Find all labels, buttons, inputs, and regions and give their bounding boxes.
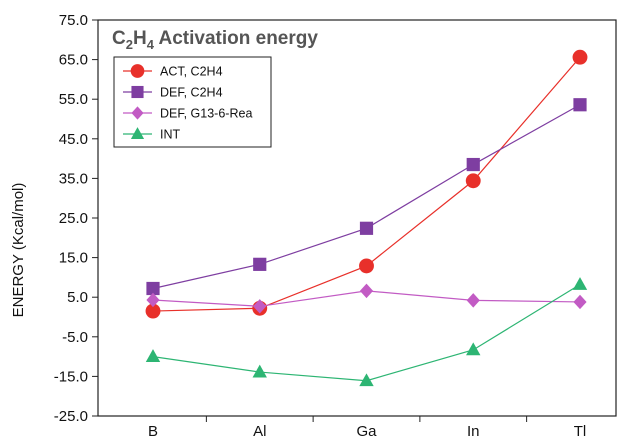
data-point xyxy=(253,299,267,314)
y-tick-label: 15.0 xyxy=(59,250,88,267)
y-tick-label: -15.0 xyxy=(54,368,88,385)
series-1 xyxy=(146,98,587,296)
series-line xyxy=(152,284,581,382)
y-tick-label: -25.0 xyxy=(54,408,88,425)
y-tick-label: 65.0 xyxy=(59,52,88,69)
data-point xyxy=(359,283,374,299)
legend-swatch-marker xyxy=(130,64,145,78)
data-point xyxy=(573,294,587,310)
legend-label: DEF, C2H4 xyxy=(160,86,223,100)
y-tick-label: 75.0 xyxy=(59,12,88,29)
title-sub-4: 4 xyxy=(147,37,155,52)
data-point xyxy=(145,349,161,362)
title-part-h: H xyxy=(133,28,147,49)
y-axis-label: ENERGY (Kcal/mol) xyxy=(10,183,27,318)
data-point xyxy=(465,173,481,189)
title-rest: Activation energy xyxy=(154,28,318,49)
y-tick-label: 5.0 xyxy=(67,289,88,306)
data-point xyxy=(466,342,481,356)
legend-label: INT xyxy=(160,128,181,142)
legend-swatch-marker xyxy=(130,127,145,139)
data-point xyxy=(359,258,374,274)
legend-swatch-marker xyxy=(131,106,144,120)
chart-title: C2H4 Activation energy xyxy=(112,28,318,52)
title-sub-2: 2 xyxy=(126,37,133,52)
legend-swatch-marker xyxy=(131,85,144,99)
data-point xyxy=(253,257,267,271)
x-ticks: B Al Ga In Tl xyxy=(148,416,586,439)
data-point xyxy=(145,303,161,319)
data-point xyxy=(572,49,588,65)
y-tick-label: -5.0 xyxy=(62,329,88,346)
y-tick-label: 45.0 xyxy=(59,131,88,148)
legend-label: ACT, C2H4 xyxy=(160,65,223,79)
data-point xyxy=(572,277,588,290)
data-point xyxy=(466,293,480,308)
x-tick-label: Tl xyxy=(574,423,587,439)
x-tick-label: B xyxy=(148,423,158,439)
series-layer xyxy=(145,49,588,387)
y-tick-label: 35.0 xyxy=(59,170,88,187)
data-point xyxy=(359,221,374,235)
y-ticks: 75.0 65.0 55.0 45.0 35.0 25.0 15.0 5.0 -5.0 -15.0… xyxy=(54,12,98,425)
y-tick-label: 25.0 xyxy=(59,210,88,227)
title-part-c: C xyxy=(112,28,126,49)
data-point xyxy=(466,157,480,172)
y-tick-label: 55.0 xyxy=(59,91,88,108)
data-point xyxy=(146,292,160,308)
x-tick-label: Ga xyxy=(356,423,377,439)
legend: ACT, C2H4 DEF, C2H4 DEF, G13-6-Rea INT xyxy=(113,56,272,148)
x-tick-label: Al xyxy=(253,423,266,439)
legend-label: DEF, G13-6-Rea xyxy=(160,107,252,121)
data-point xyxy=(359,373,374,387)
data-point xyxy=(252,364,267,378)
data-point xyxy=(573,98,587,112)
x-tick-label: In xyxy=(467,423,480,439)
series-3 xyxy=(145,277,588,387)
data-point xyxy=(146,281,160,296)
series-2 xyxy=(146,283,587,314)
